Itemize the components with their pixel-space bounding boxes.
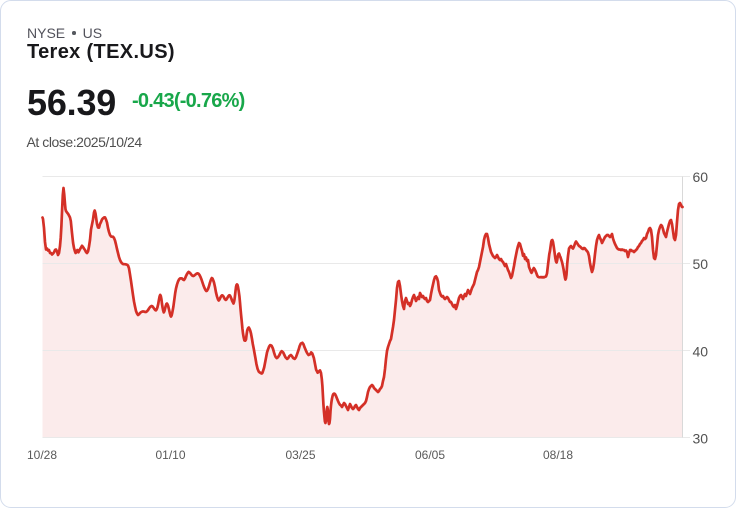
svg-text:03/25: 03/25 — [285, 448, 315, 462]
svg-text:50: 50 — [693, 256, 709, 272]
svg-text:01/10: 01/10 — [155, 448, 185, 462]
svg-text:10/28: 10/28 — [27, 448, 57, 462]
svg-text:30: 30 — [693, 431, 709, 447]
svg-text:08/18: 08/18 — [543, 448, 573, 462]
svg-text:60: 60 — [693, 169, 709, 185]
svg-text:40: 40 — [693, 343, 709, 359]
svg-text:06/05: 06/05 — [415, 448, 445, 462]
